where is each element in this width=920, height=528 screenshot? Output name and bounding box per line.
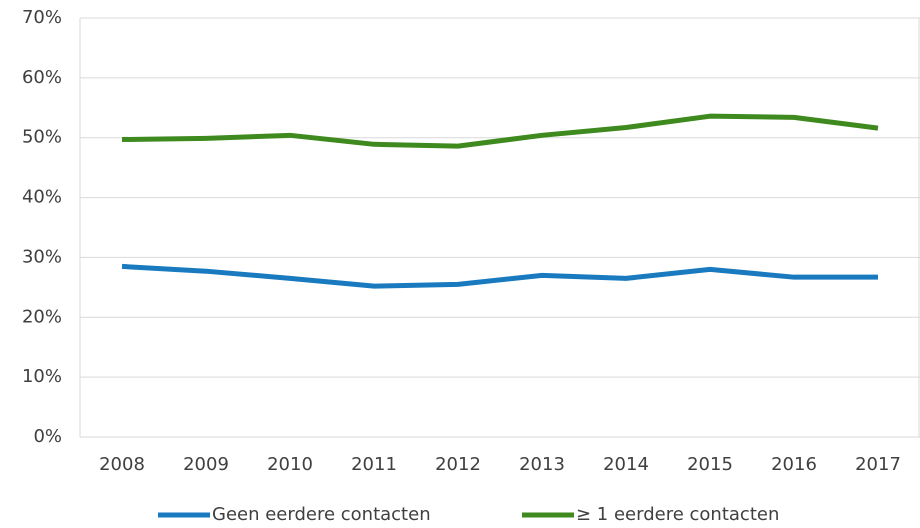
y-tick-label: 40%	[22, 187, 62, 208]
y-tick-label: 20%	[22, 306, 62, 327]
y-tick-label: 10%	[22, 366, 62, 387]
x-tick-label: 2010	[267, 454, 313, 475]
x-tick-label: 2012	[435, 454, 481, 475]
y-tick-label: 0%	[33, 426, 62, 447]
y-tick-label: 60%	[22, 67, 62, 88]
legend-label: Geen eerdere contacten	[212, 504, 431, 525]
x-tick-label: 2013	[519, 454, 565, 475]
x-tick-label: 2009	[183, 454, 229, 475]
x-tick-label: 2008	[99, 454, 145, 475]
y-tick-label: 70%	[22, 7, 62, 28]
x-tick-label: 2017	[855, 454, 901, 475]
y-tick-label: 30%	[22, 246, 62, 267]
x-tick-label: 2014	[603, 454, 649, 475]
line	[121, 113, 879, 149]
x-tick-label: 2016	[771, 454, 817, 475]
x-tick-label: 2015	[687, 454, 733, 475]
legend-label: ≥ 1 eerdere contacten	[576, 504, 779, 525]
line	[121, 263, 878, 289]
y-tick-label: 50%	[22, 127, 62, 148]
x-tick-label: 2011	[351, 454, 397, 475]
